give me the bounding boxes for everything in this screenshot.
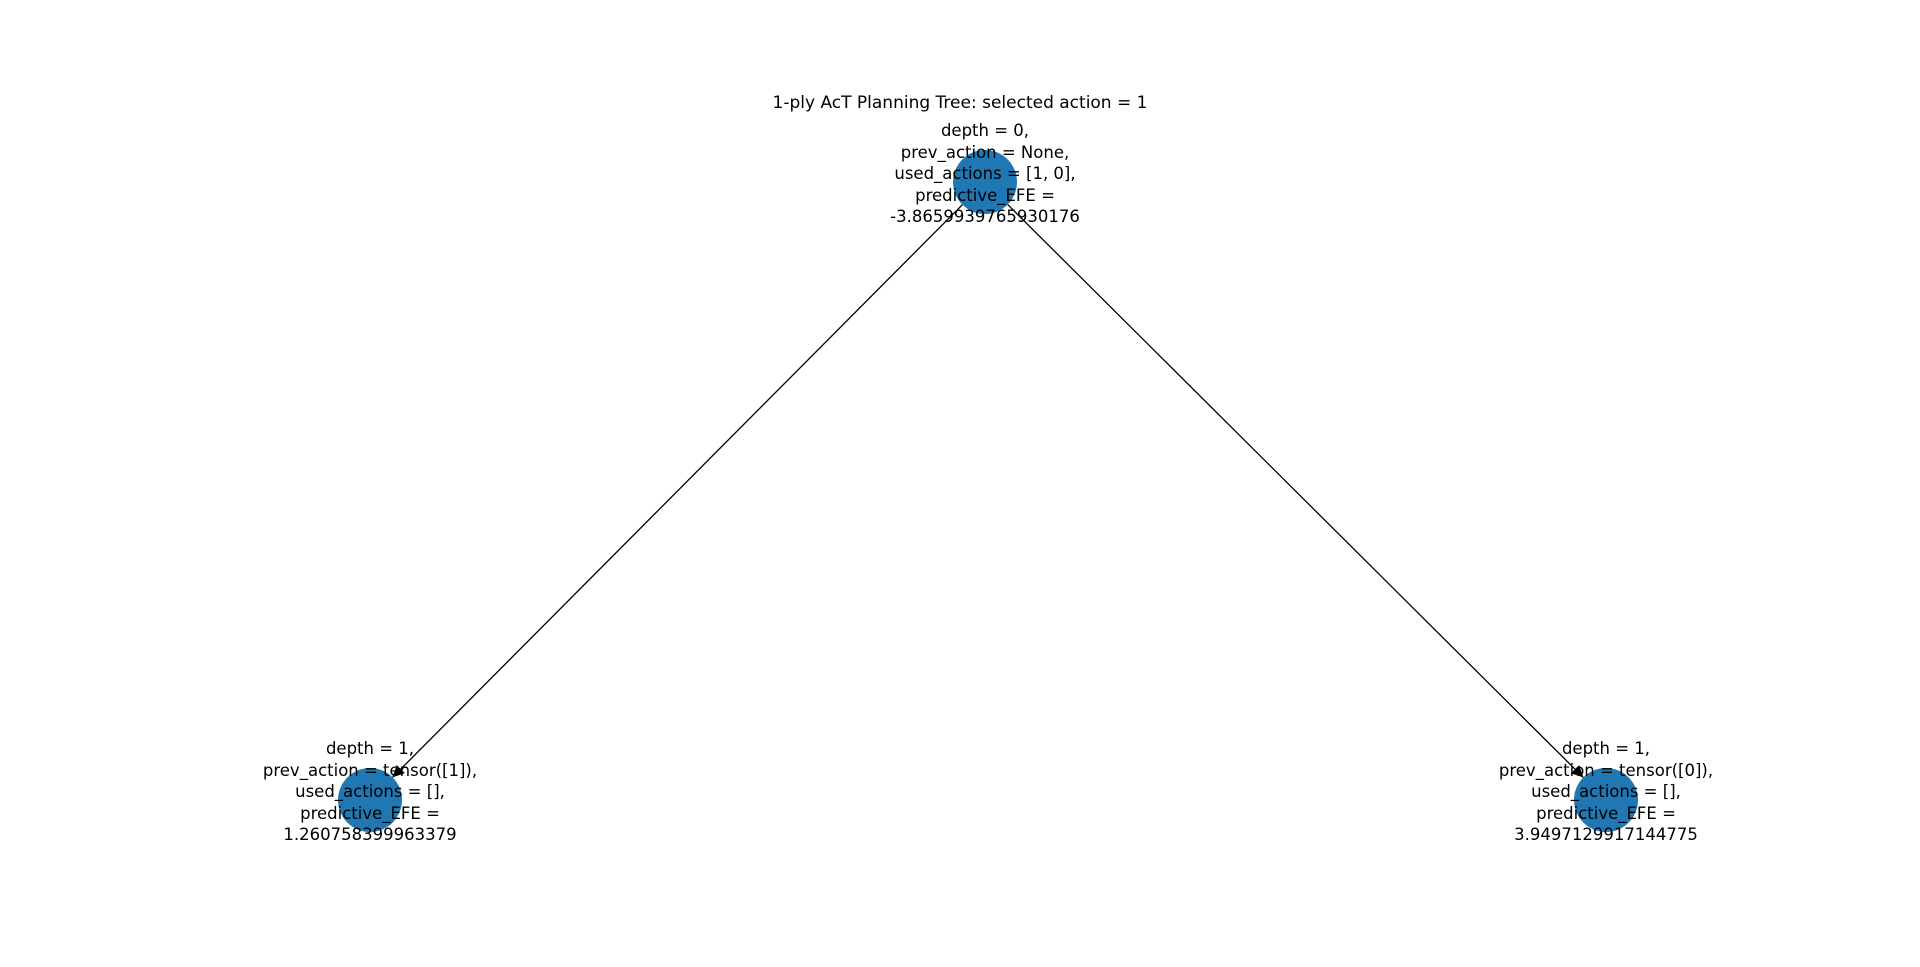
node-child-1 [338, 768, 402, 832]
edge-root-to-child-0 [1007, 204, 1584, 778]
node-label-child-0: depth = 1, prev_action = tensor([0]), us… [1446, 738, 1766, 846]
node-label-line: prev_action = None, [900, 142, 1070, 162]
node-label-line: predictive_EFE = [915, 185, 1055, 205]
node-child-0 [1574, 768, 1638, 832]
node-label-root: depth = 0, prev_action = None, used_acti… [825, 120, 1145, 228]
node-label-line: 1.260758399963379 [283, 825, 457, 844]
node-label-line: used_actions = [], [295, 782, 445, 801]
node-label-line: predictive_EFE = [1536, 803, 1676, 823]
node-label-line: prev_action = tensor([0]), [1498, 760, 1714, 780]
node-label-line: prev_action = tensor([1]), [262, 760, 478, 780]
node-label-child-1: depth = 1, prev_action = tensor([1]), us… [210, 738, 530, 846]
edge-root-to-child-1 [392, 204, 963, 778]
node-label-line: depth = 1, [1561, 739, 1651, 758]
figure-title: 1-ply AcT Planning Tree: selected action… [772, 93, 1148, 113]
node-label-line: -3.8659939765930176 [890, 207, 1080, 226]
node-label-line: depth = 0, [940, 121, 1030, 140]
node-label-line: 3.9497129917144775 [1514, 825, 1698, 844]
node-label-line: used_actions = [1, 0], [894, 164, 1076, 183]
node-label-line: depth = 1, [325, 739, 415, 758]
node-label-line: predictive_EFE = [300, 803, 440, 823]
node-label-line: used_actions = [], [1531, 782, 1681, 801]
node-root [953, 150, 1017, 214]
